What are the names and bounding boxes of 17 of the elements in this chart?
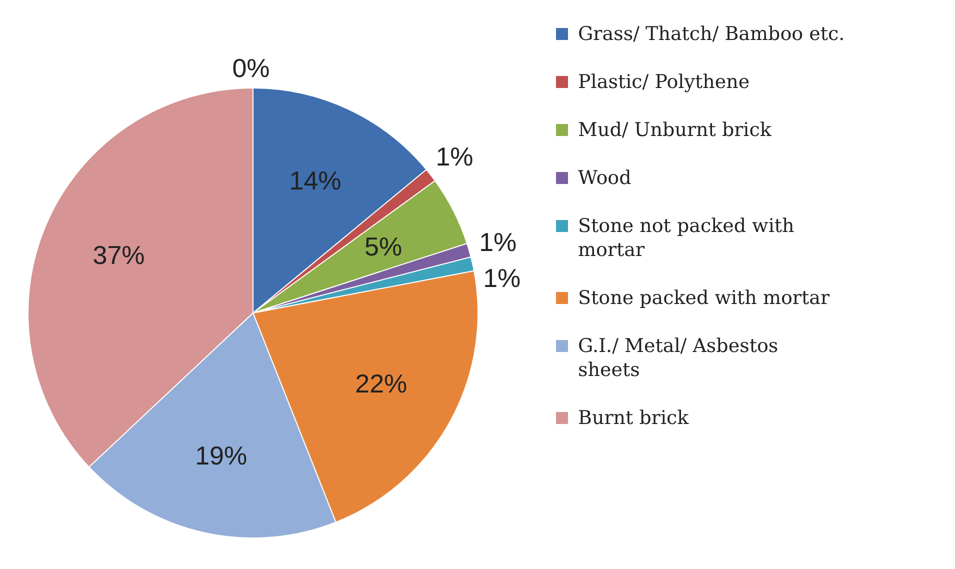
legend-label: Wood xyxy=(578,167,632,189)
legend-label: Stone packed with mortar xyxy=(578,287,830,309)
legend-label: Grass/ Thatch/ Bamboo etc. xyxy=(578,23,845,45)
data-label: 1% xyxy=(479,226,517,257)
data-label: 1% xyxy=(436,142,474,172)
data-label: 22% xyxy=(355,368,408,398)
text: 0% xyxy=(232,53,270,83)
data-label: 5% xyxy=(364,232,402,262)
legend-label: Mud/ Unburnt brick xyxy=(578,119,772,141)
legend-label: Burnt brick xyxy=(578,407,690,429)
legend-label: G.I./ Metal/ Asbestos sheets xyxy=(578,335,778,381)
data-label: 19% xyxy=(195,440,248,471)
legend-label: Plastic/ Polythene xyxy=(578,71,750,93)
data-label: 37% xyxy=(92,240,145,270)
data-label: 1% xyxy=(483,262,521,293)
legend-label: Stone not packed with mortar xyxy=(578,215,794,261)
data-label: 14% xyxy=(289,166,342,196)
